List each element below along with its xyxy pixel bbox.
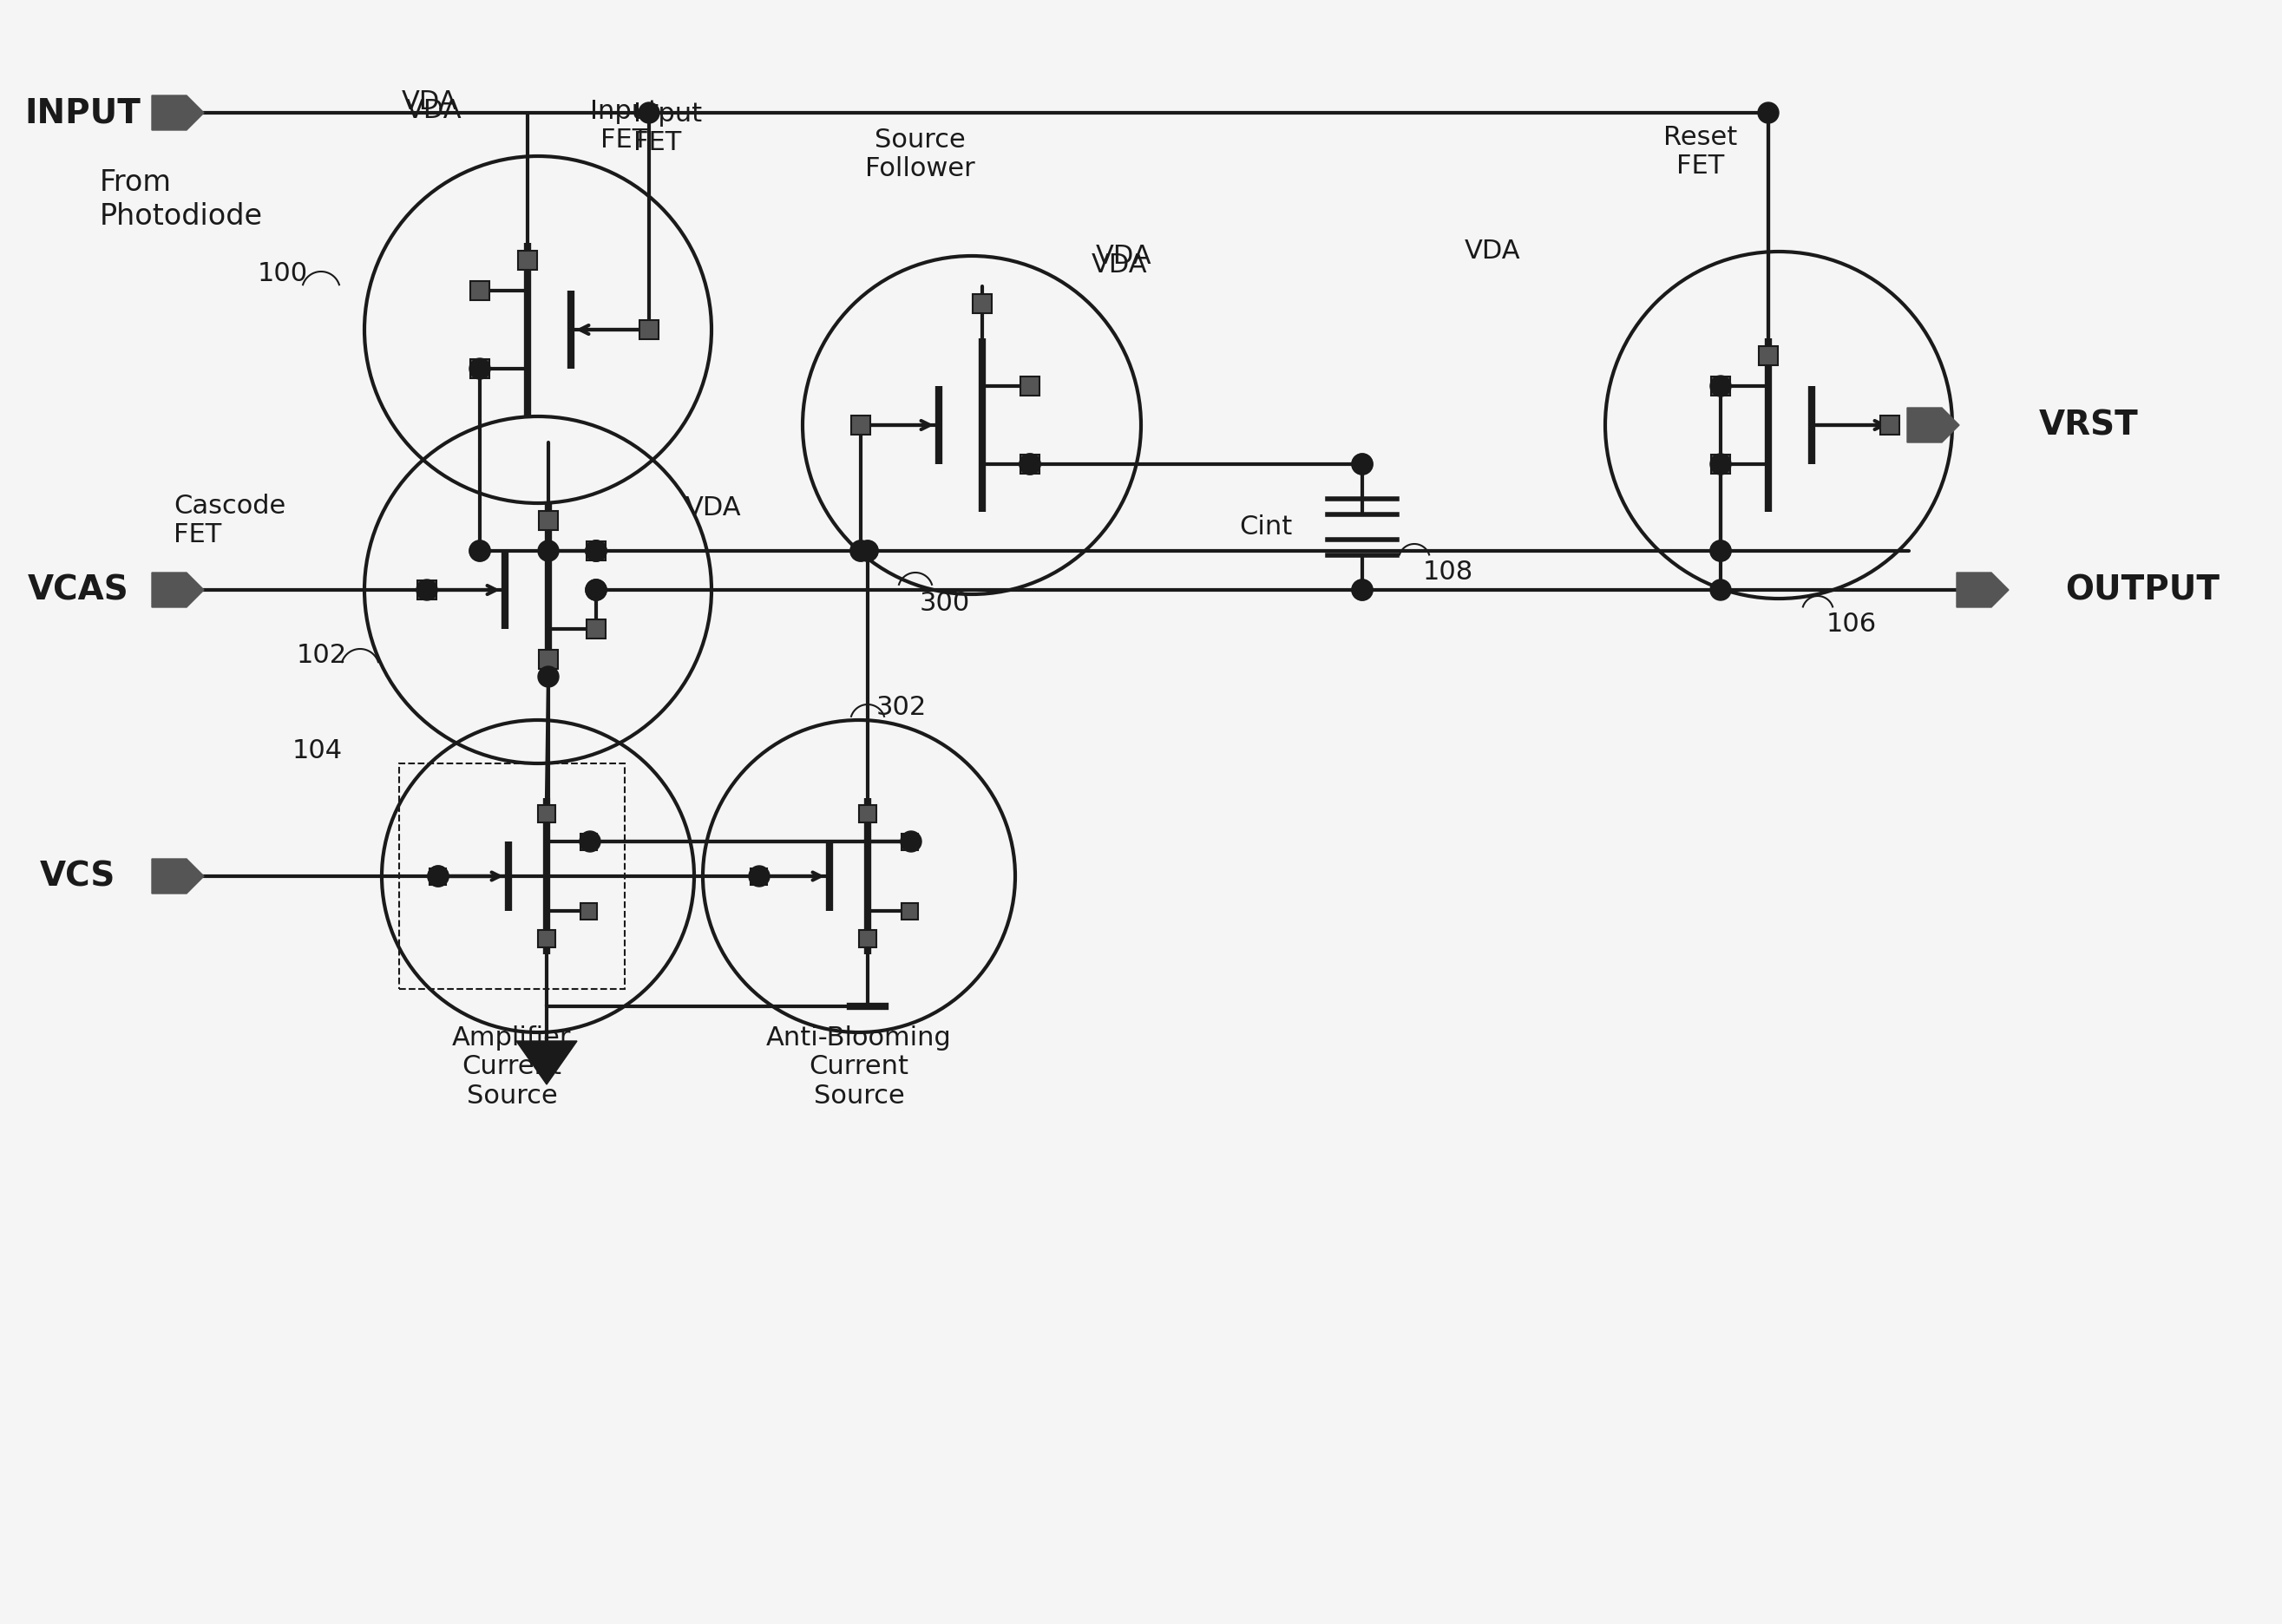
Text: VDA: VDA [1091, 252, 1148, 278]
Bar [1712, 455, 1730, 474]
Bar [1712, 377, 1730, 396]
Bar [858, 806, 876, 822]
Circle shape [580, 831, 600, 853]
Text: 108: 108 [1424, 560, 1474, 585]
Text: 106: 106 [1826, 612, 1876, 637]
Text: Input
FET: Input FET [591, 99, 659, 153]
Circle shape [1351, 453, 1374, 474]
Bar [972, 294, 993, 313]
Circle shape [1351, 580, 1374, 601]
Circle shape [539, 666, 559, 687]
Circle shape [901, 831, 922, 853]
Circle shape [427, 866, 450, 887]
Bar [1020, 455, 1041, 474]
Bar [751, 867, 767, 885]
Circle shape [851, 541, 872, 562]
Circle shape [1351, 453, 1374, 474]
Text: Anti-Blooming
Current
Source: Anti-Blooming Current Source [767, 1025, 952, 1109]
Polygon shape [153, 96, 203, 130]
Polygon shape [1956, 573, 2008, 607]
Circle shape [851, 541, 872, 562]
Text: Cint: Cint [1239, 515, 1294, 539]
Polygon shape [153, 859, 203, 893]
Text: 302: 302 [876, 695, 926, 719]
Text: VDA: VDA [1095, 244, 1152, 268]
Text: 104: 104 [292, 737, 342, 763]
Bar [582, 833, 598, 849]
Circle shape [639, 102, 659, 123]
Text: VRST: VRST [2040, 409, 2138, 442]
Circle shape [586, 580, 607, 601]
Circle shape [748, 866, 769, 887]
Circle shape [1020, 453, 1041, 474]
Circle shape [586, 580, 607, 601]
Circle shape [470, 541, 491, 562]
Text: Source
Follower: Source Follower [865, 127, 974, 182]
Polygon shape [153, 573, 203, 607]
Circle shape [858, 541, 879, 562]
Text: OUTPUT: OUTPUT [2065, 573, 2220, 606]
Bar [539, 806, 555, 822]
Bar [539, 931, 555, 947]
Circle shape [470, 359, 491, 378]
Circle shape [586, 541, 607, 562]
Bar [1880, 416, 1899, 435]
Bar [639, 320, 659, 339]
Bar [901, 833, 917, 849]
Bar [518, 250, 536, 270]
Bar [470, 359, 488, 378]
Circle shape [586, 541, 607, 562]
Bar [851, 416, 869, 435]
Circle shape [1709, 580, 1732, 601]
Text: VCAS: VCAS [27, 573, 128, 606]
Bar [1759, 346, 1778, 365]
Text: VCS: VCS [41, 859, 116, 893]
Circle shape [858, 541, 879, 562]
Circle shape [1709, 375, 1732, 396]
Text: 300: 300 [920, 591, 970, 615]
Text: INPUT: INPUT [25, 96, 141, 130]
Bar [858, 931, 876, 947]
Text: From
Photodiode: From Photodiode [100, 169, 262, 231]
Bar [582, 903, 598, 919]
Bar [586, 541, 605, 560]
Bar [539, 512, 557, 529]
Text: Amplifier
Current
Source: Amplifier Current Source [452, 1025, 570, 1109]
Circle shape [427, 866, 450, 887]
Bar [586, 619, 605, 638]
Text: Reset
FET: Reset FET [1664, 125, 1737, 179]
Text: Cascode
FET: Cascode FET [173, 494, 285, 547]
Bar [470, 281, 488, 300]
Text: Input
FET: Input FET [634, 101, 703, 156]
Text: VDA: VDA [685, 495, 742, 520]
Polygon shape [1908, 408, 1960, 442]
Bar [429, 867, 447, 885]
Text: 102: 102 [297, 643, 347, 667]
Circle shape [1709, 453, 1732, 474]
Circle shape [1020, 453, 1041, 474]
Text: VDA: VDA [406, 99, 461, 123]
Bar [399, 763, 625, 989]
Circle shape [1351, 580, 1374, 601]
Bar [901, 903, 917, 919]
Circle shape [1709, 541, 1732, 562]
Bar [418, 580, 436, 599]
Circle shape [470, 541, 491, 562]
Circle shape [586, 580, 607, 601]
Circle shape [1709, 541, 1732, 562]
Bar [539, 650, 557, 669]
Bar [1020, 377, 1041, 396]
Circle shape [418, 580, 438, 601]
Text: VDA: VDA [402, 89, 456, 115]
Text: 100: 100 [258, 261, 308, 286]
Circle shape [586, 541, 607, 562]
Text: VDA: VDA [1465, 239, 1520, 265]
Polygon shape [516, 1041, 577, 1085]
Circle shape [1757, 102, 1778, 123]
Circle shape [539, 541, 559, 562]
